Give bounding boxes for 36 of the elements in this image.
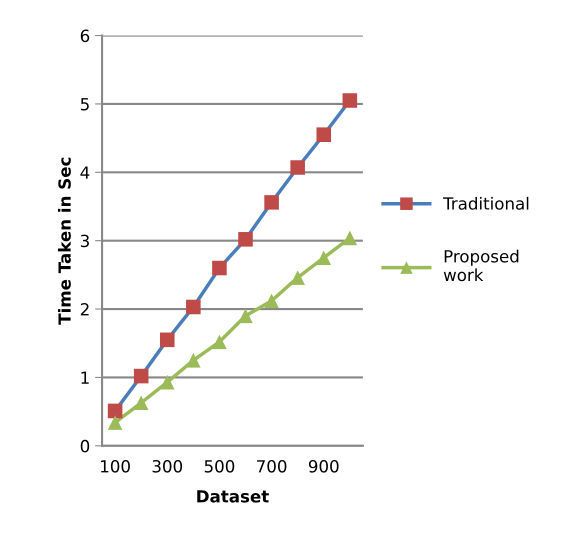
x-axis-title: Dataset — [197, 490, 269, 503]
point — [186, 353, 201, 368]
x-tick-label: 300 — [152, 460, 182, 473]
y-tick-label: 5 — [80, 98, 89, 110]
point — [290, 270, 305, 285]
point — [238, 308, 253, 324]
x-tick-label: 100 — [101, 460, 130, 473]
point — [316, 250, 332, 266]
point — [212, 334, 227, 350]
point — [134, 368, 148, 384]
point — [108, 415, 122, 430]
point — [316, 127, 332, 142]
x-tick-label: 500 — [204, 460, 234, 473]
y-tick-label: 2 — [80, 303, 89, 316]
x-tick-label: 900 — [308, 460, 339, 473]
point — [186, 300, 201, 314]
legend-label: Traditional — [443, 196, 528, 210]
point — [238, 232, 253, 247]
point — [342, 93, 358, 108]
point — [160, 374, 175, 390]
x-tick-label: 700 — [257, 460, 286, 473]
point — [290, 160, 305, 175]
y-tick-label: 0 — [80, 440, 90, 452]
y-tick-label: 4 — [80, 166, 90, 179]
point — [212, 260, 227, 276]
y-axis-title: Time Taken in Sec — [58, 158, 71, 325]
point — [108, 404, 122, 418]
point — [160, 332, 175, 348]
y-tick-label: 1 — [81, 372, 89, 384]
y-tick-label: 3 — [80, 234, 89, 248]
point — [264, 294, 279, 308]
legend-label: Proposed work — [444, 250, 518, 282]
point — [134, 395, 148, 410]
point — [264, 195, 279, 210]
point — [342, 230, 358, 246]
y-tick-label: 6 — [80, 30, 90, 42]
